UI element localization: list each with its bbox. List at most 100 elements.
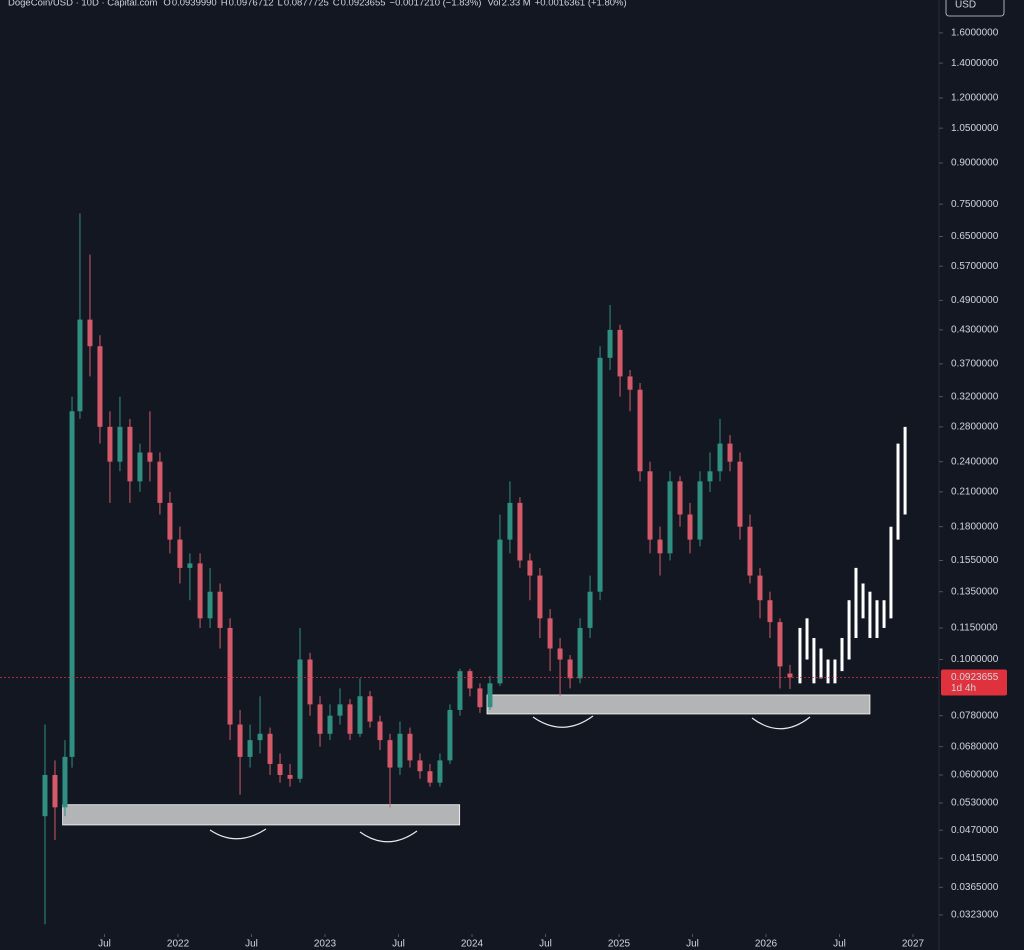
candle-body <box>87 319 93 347</box>
candle-body <box>457 671 463 710</box>
countdown: 1d 4h <box>951 683 976 694</box>
candle-body <box>767 600 773 623</box>
candle-body <box>547 618 553 649</box>
candle-body <box>707 471 713 482</box>
candle-body <box>407 733 413 761</box>
header-text: 2.33 M <box>502 0 531 9</box>
x-tick-label: 2024 <box>461 939 484 950</box>
candle-body <box>387 740 393 768</box>
header: DogeCoin/USD · 10D · Capital.com O 0.09399… <box>8 0 627 9</box>
candle-body <box>517 502 523 561</box>
y-tick-label: 0.0323000 <box>951 910 999 921</box>
header-text: 0.0939990 <box>172 0 217 9</box>
candle-body <box>247 740 253 757</box>
candle-body <box>727 443 733 462</box>
x-tick-label: Jul <box>392 939 405 950</box>
candle-body <box>497 539 503 684</box>
y-tick-label: 0.0680000 <box>951 741 999 752</box>
y-tick-label: 0.0600000 <box>951 770 999 781</box>
x-tick-label: 2027 <box>902 939 925 950</box>
header-text: 0.0877725 <box>284 0 329 9</box>
candle-body <box>787 673 793 678</box>
candle-body <box>147 452 153 462</box>
candle-body <box>577 627 583 679</box>
header-text: O <box>163 0 170 9</box>
candle-body <box>267 733 273 764</box>
arc <box>751 716 811 730</box>
candle-body <box>237 724 243 757</box>
x-tick-label: 2026 <box>755 939 778 950</box>
candle-body <box>467 671 473 689</box>
candle-body <box>417 760 423 772</box>
header-text: DogeCoin/USD · 10D · Capital.com <box>8 0 158 9</box>
y-tick-label: 0.6500000 <box>951 231 999 242</box>
candle-body <box>107 426 113 462</box>
candle-body <box>687 514 693 540</box>
candle-body <box>447 709 453 761</box>
header-text: −0.0017210 (−1.83%) <box>390 0 482 9</box>
candle-body <box>677 481 683 515</box>
arc <box>532 715 594 728</box>
candle-body <box>667 481 673 554</box>
y-tick-label: 0.0470000 <box>951 825 999 836</box>
candle-body <box>647 471 653 540</box>
candle-body <box>757 575 763 601</box>
candle-body <box>717 443 723 472</box>
x-tick-label: Jul <box>539 939 552 950</box>
currency-box <box>945 0 1005 17</box>
candle-body <box>587 591 593 628</box>
candle-body <box>97 346 103 427</box>
y-tick-label: 1.4000000 <box>951 58 999 69</box>
y-tick-label: 0.4300000 <box>951 325 999 336</box>
header-text: 0.0923655 <box>341 0 386 9</box>
candle-body <box>357 696 363 734</box>
y-tick-label: 0.9000000 <box>951 158 999 169</box>
candle-body <box>477 688 483 708</box>
currency: USD <box>955 0 976 11</box>
y-tick-label: 0.0415000 <box>951 853 999 864</box>
candle-body <box>567 659 573 679</box>
candle-body <box>397 733 403 768</box>
candle-body <box>52 774 58 808</box>
price-label: 0.0923655 <box>951 672 999 683</box>
y-tick-label: 1.0500000 <box>951 123 999 134</box>
y-tick-label: 0.2400000 <box>951 456 999 467</box>
y-tick-label: 0.5700000 <box>951 261 999 272</box>
candle-body <box>287 774 293 779</box>
y-tick-label: 0.1350000 <box>951 586 999 597</box>
x-tick-label: Jul <box>833 939 846 950</box>
candle-body <box>507 502 513 540</box>
candle-body <box>487 683 493 708</box>
candle-body <box>227 627 233 725</box>
candle-body <box>367 696 373 722</box>
candle-body <box>317 704 323 734</box>
candle-body <box>207 591 213 619</box>
candle-body <box>437 760 443 783</box>
candle-body <box>62 756 68 808</box>
y-tick-label: 0.7500000 <box>951 199 999 210</box>
candle-body <box>697 481 703 540</box>
candle-body <box>747 526 753 576</box>
candle-body <box>297 659 303 779</box>
arcs <box>209 715 811 843</box>
y-tick-label: 1.6000000 <box>951 28 999 39</box>
candle-body <box>42 774 48 817</box>
candle-body <box>617 329 623 377</box>
y-tick-label: 0.4900000 <box>951 295 999 306</box>
candle-body <box>427 771 433 783</box>
candle-body <box>167 502 173 540</box>
y-tick-label: 0.2100000 <box>951 486 999 497</box>
header-text: H <box>221 0 228 9</box>
y-tick-label: 0.1000000 <box>951 654 999 665</box>
candle-body <box>307 659 313 705</box>
support-zone <box>62 804 461 826</box>
x-tick-label: Jul <box>245 939 258 950</box>
candle-body <box>197 563 203 619</box>
candle-body <box>117 426 123 462</box>
candle-body <box>177 539 183 568</box>
candle-body <box>157 461 163 503</box>
header-text: +0.0016361 (+1.80%) <box>535 0 627 9</box>
y-tick-label: 1.2000000 <box>951 93 999 104</box>
